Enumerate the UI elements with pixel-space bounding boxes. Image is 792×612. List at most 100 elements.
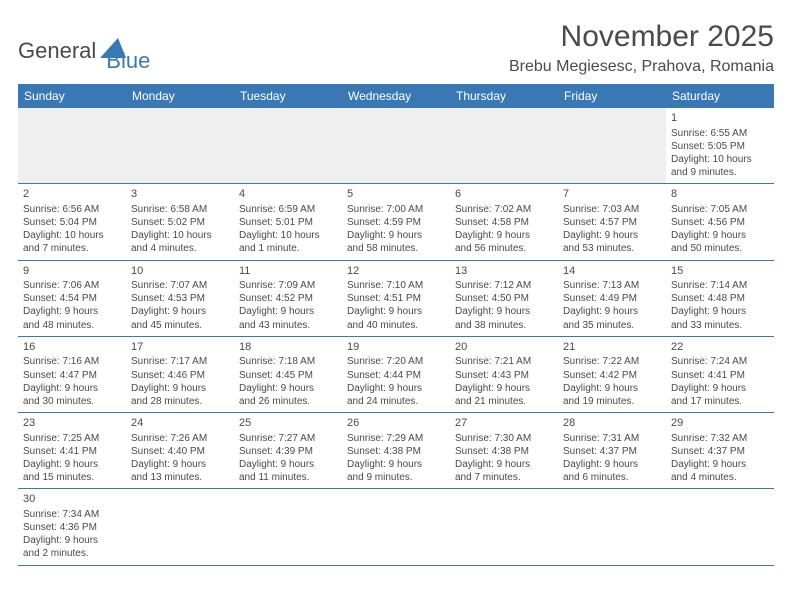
calendar-cell: 16Sunrise: 7:16 AMSunset: 4:47 PMDayligh… <box>18 336 126 412</box>
logo: General Blue <box>18 20 150 74</box>
sunrise-line: Sunrise: 7:18 AM <box>239 355 337 368</box>
sunrise-line: Sunrise: 7:26 AM <box>131 432 229 445</box>
daylight-line: and 35 minutes. <box>563 319 661 332</box>
day-number: 1 <box>671 111 769 126</box>
sunset-line: Sunset: 4:49 PM <box>563 292 661 305</box>
location-subtitle: Brebu Megiesesc, Prahova, Romania <box>509 58 774 76</box>
sunrise-line: Sunrise: 7:34 AM <box>23 508 121 521</box>
daylight-line: and 21 minutes. <box>455 395 553 408</box>
sunset-line: Sunset: 4:54 PM <box>23 292 121 305</box>
daylight-line: and 19 minutes. <box>563 395 661 408</box>
day-number: 11 <box>239 264 337 279</box>
col-wednesday: Wednesday <box>342 84 450 108</box>
calendar-cell: 29Sunrise: 7:32 AMSunset: 4:37 PMDayligh… <box>666 413 774 489</box>
daylight-line: Daylight: 9 hours <box>347 305 445 318</box>
daylight-line: and 56 minutes. <box>455 242 553 255</box>
day-number: 23 <box>23 416 121 431</box>
logo-text-general: General <box>18 38 96 64</box>
sunset-line: Sunset: 4:58 PM <box>455 216 553 229</box>
sunset-line: Sunset: 4:36 PM <box>23 521 121 534</box>
sunset-line: Sunset: 4:38 PM <box>347 445 445 458</box>
day-number: 6 <box>455 187 553 202</box>
calendar-week-row: 2Sunrise: 6:56 AMSunset: 5:04 PMDaylight… <box>18 184 774 260</box>
calendar-cell: 11Sunrise: 7:09 AMSunset: 4:52 PMDayligh… <box>234 260 342 336</box>
daylight-line: Daylight: 9 hours <box>23 382 121 395</box>
daylight-line: Daylight: 9 hours <box>563 229 661 242</box>
sunrise-line: Sunrise: 7:00 AM <box>347 203 445 216</box>
calendar-cell: 8Sunrise: 7:05 AMSunset: 4:56 PMDaylight… <box>666 184 774 260</box>
day-number: 8 <box>671 187 769 202</box>
sunrise-line: Sunrise: 6:59 AM <box>239 203 337 216</box>
daylight-line: and 40 minutes. <box>347 319 445 332</box>
calendar-week-row: 23Sunrise: 7:25 AMSunset: 4:41 PMDayligh… <box>18 413 774 489</box>
calendar-cell: 6Sunrise: 7:02 AMSunset: 4:58 PMDaylight… <box>450 184 558 260</box>
daylight-line: and 24 minutes. <box>347 395 445 408</box>
header: General Blue November 2025 Brebu Megiese… <box>18 20 774 76</box>
daylight-line: and 11 minutes. <box>239 471 337 484</box>
sunset-line: Sunset: 4:50 PM <box>455 292 553 305</box>
day-number: 19 <box>347 340 445 355</box>
col-tuesday: Tuesday <box>234 84 342 108</box>
daylight-line: Daylight: 9 hours <box>131 305 229 318</box>
sunset-line: Sunset: 4:51 PM <box>347 292 445 305</box>
calendar-cell: 22Sunrise: 7:24 AMSunset: 4:41 PMDayligh… <box>666 336 774 412</box>
sunrise-line: Sunrise: 7:13 AM <box>563 279 661 292</box>
col-friday: Friday <box>558 84 666 108</box>
daylight-line: and 48 minutes. <box>23 319 121 332</box>
daylight-line: Daylight: 9 hours <box>563 382 661 395</box>
calendar-week-row: 1Sunrise: 6:55 AMSunset: 5:05 PMDaylight… <box>18 108 774 184</box>
daylight-line: and 4 minutes. <box>671 471 769 484</box>
day-number: 21 <box>563 340 661 355</box>
col-sunday: Sunday <box>18 84 126 108</box>
sunrise-line: Sunrise: 7:30 AM <box>455 432 553 445</box>
sunrise-line: Sunrise: 6:58 AM <box>131 203 229 216</box>
day-number: 3 <box>131 187 229 202</box>
daylight-line: Daylight: 9 hours <box>671 458 769 471</box>
sunset-line: Sunset: 4:47 PM <box>23 369 121 382</box>
calendar-cell: 7Sunrise: 7:03 AMSunset: 4:57 PMDaylight… <box>558 184 666 260</box>
sunset-line: Sunset: 4:52 PM <box>239 292 337 305</box>
daylight-line: Daylight: 9 hours <box>563 458 661 471</box>
daylight-line: and 17 minutes. <box>671 395 769 408</box>
calendar-cell: 21Sunrise: 7:22 AMSunset: 4:42 PMDayligh… <box>558 336 666 412</box>
sunset-line: Sunset: 4:40 PM <box>131 445 229 458</box>
day-number: 14 <box>563 264 661 279</box>
daylight-line: and 7 minutes. <box>455 471 553 484</box>
daylight-line: Daylight: 9 hours <box>671 382 769 395</box>
calendar-cell <box>450 108 558 184</box>
day-number: 5 <box>347 187 445 202</box>
day-number: 9 <box>23 264 121 279</box>
daylight-line: and 45 minutes. <box>131 319 229 332</box>
day-number: 18 <box>239 340 337 355</box>
daylight-line: Daylight: 10 hours <box>131 229 229 242</box>
sunset-line: Sunset: 4:53 PM <box>131 292 229 305</box>
calendar-week-row: 16Sunrise: 7:16 AMSunset: 4:47 PMDayligh… <box>18 336 774 412</box>
calendar-cell <box>126 108 234 184</box>
daylight-line: Daylight: 10 hours <box>239 229 337 242</box>
day-number: 16 <box>23 340 121 355</box>
sunrise-line: Sunrise: 7:20 AM <box>347 355 445 368</box>
calendar-cell <box>126 489 234 565</box>
daylight-line: and 15 minutes. <box>23 471 121 484</box>
sunset-line: Sunset: 4:38 PM <box>455 445 553 458</box>
day-number: 24 <box>131 416 229 431</box>
daylight-line: and 7 minutes. <box>23 242 121 255</box>
daylight-line: and 9 minutes. <box>347 471 445 484</box>
daylight-line: and 9 minutes. <box>671 166 769 179</box>
daylight-line: Daylight: 9 hours <box>347 382 445 395</box>
daylight-line: and 2 minutes. <box>23 547 121 560</box>
calendar-cell: 5Sunrise: 7:00 AMSunset: 4:59 PMDaylight… <box>342 184 450 260</box>
sunrise-line: Sunrise: 7:14 AM <box>671 279 769 292</box>
sunset-line: Sunset: 4:41 PM <box>671 369 769 382</box>
daylight-line: Daylight: 9 hours <box>239 305 337 318</box>
daylight-line: Daylight: 9 hours <box>23 534 121 547</box>
calendar-cell: 1Sunrise: 6:55 AMSunset: 5:05 PMDaylight… <box>666 108 774 184</box>
day-number: 26 <box>347 416 445 431</box>
calendar-cell <box>18 108 126 184</box>
page-title: November 2025 <box>509 20 774 54</box>
sunrise-line: Sunrise: 7:05 AM <box>671 203 769 216</box>
sunrise-line: Sunrise: 7:12 AM <box>455 279 553 292</box>
calendar-cell: 2Sunrise: 6:56 AMSunset: 5:04 PMDaylight… <box>18 184 126 260</box>
calendar-cell: 30Sunrise: 7:34 AMSunset: 4:36 PMDayligh… <box>18 489 126 565</box>
calendar-cell: 3Sunrise: 6:58 AMSunset: 5:02 PMDaylight… <box>126 184 234 260</box>
